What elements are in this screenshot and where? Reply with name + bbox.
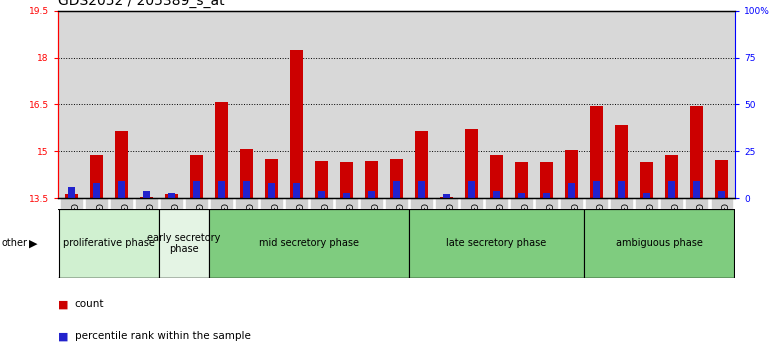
Bar: [440, 197, 454, 198]
Bar: [643, 193, 650, 198]
Bar: [118, 181, 125, 198]
Bar: [93, 183, 100, 198]
Text: other: other: [2, 238, 28, 249]
Bar: [68, 187, 75, 198]
Bar: [468, 181, 475, 198]
Text: ■: ■: [58, 331, 69, 341]
Text: count: count: [75, 299, 104, 309]
Bar: [193, 181, 200, 198]
Bar: [415, 131, 428, 198]
Bar: [209, 209, 409, 278]
Text: GDS2052 / 205389_s_at: GDS2052 / 205389_s_at: [58, 0, 224, 8]
Bar: [543, 193, 550, 198]
Bar: [493, 191, 500, 198]
Bar: [139, 197, 153, 198]
Bar: [690, 106, 704, 198]
Bar: [218, 181, 225, 198]
Bar: [189, 155, 203, 198]
Text: ▶: ▶: [29, 238, 38, 249]
Bar: [239, 149, 253, 198]
Text: proliferative phase: proliferative phase: [63, 238, 155, 249]
Bar: [315, 161, 329, 198]
Bar: [540, 162, 554, 198]
Bar: [568, 183, 575, 198]
Bar: [665, 155, 678, 198]
Bar: [293, 183, 300, 198]
Bar: [343, 193, 350, 198]
Bar: [390, 159, 403, 198]
Bar: [464, 129, 478, 198]
Bar: [59, 209, 159, 278]
Bar: [618, 181, 625, 198]
Bar: [693, 181, 700, 198]
Bar: [89, 155, 103, 198]
Bar: [265, 159, 279, 198]
Text: early secretory
phase: early secretory phase: [147, 233, 221, 254]
Bar: [443, 194, 450, 198]
Bar: [65, 194, 79, 198]
Bar: [518, 193, 525, 198]
Text: percentile rank within the sample: percentile rank within the sample: [75, 331, 250, 341]
Bar: [340, 162, 353, 198]
Bar: [668, 181, 675, 198]
Bar: [418, 181, 425, 198]
Bar: [115, 131, 129, 198]
Bar: [368, 191, 375, 198]
Text: late secretory phase: late secretory phase: [447, 238, 547, 249]
Bar: [593, 181, 600, 198]
Text: ambiguous phase: ambiguous phase: [616, 238, 702, 249]
Bar: [590, 106, 604, 198]
Bar: [243, 181, 250, 198]
Text: mid secretory phase: mid secretory phase: [259, 238, 359, 249]
Bar: [640, 162, 654, 198]
Bar: [168, 193, 175, 198]
Bar: [393, 181, 400, 198]
Bar: [584, 209, 734, 278]
Bar: [490, 155, 504, 198]
Bar: [718, 191, 725, 198]
Bar: [318, 191, 325, 198]
Text: ■: ■: [58, 299, 69, 309]
Bar: [564, 150, 578, 198]
Bar: [715, 160, 728, 198]
Bar: [290, 50, 303, 198]
Bar: [165, 194, 179, 198]
Bar: [143, 191, 150, 198]
Bar: [159, 209, 209, 278]
Bar: [409, 209, 584, 278]
Bar: [215, 102, 229, 198]
Bar: [514, 162, 528, 198]
Bar: [268, 183, 275, 198]
Bar: [614, 125, 628, 198]
Bar: [365, 161, 378, 198]
